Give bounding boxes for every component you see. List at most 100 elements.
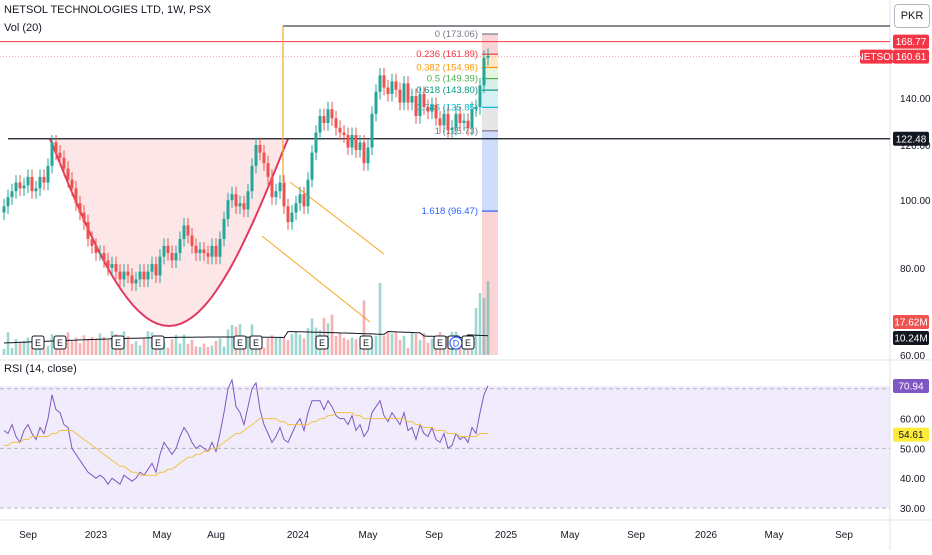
candle-body <box>118 271 122 280</box>
candle-body <box>454 113 458 128</box>
rsi-tick-label: 40.00 <box>900 474 925 485</box>
volume-bar <box>286 340 290 355</box>
candle-body <box>158 256 162 276</box>
candle-body <box>294 203 298 213</box>
earnings-marker-box <box>233 335 247 350</box>
earnings-marker-box <box>461 335 475 350</box>
candle-body <box>98 253 102 255</box>
volume-bar <box>482 298 486 355</box>
earnings-marker: E <box>465 338 471 348</box>
volume-bar <box>218 338 222 355</box>
candle-body <box>190 235 194 246</box>
volume-bar <box>374 335 378 355</box>
candle-body <box>110 264 114 268</box>
volume-bar <box>98 333 102 355</box>
volume-bar <box>382 335 386 355</box>
candle-body <box>318 116 322 133</box>
earnings-marker: E <box>253 338 259 348</box>
candle-body <box>154 264 158 276</box>
volume-bar <box>138 345 142 355</box>
candle-body <box>250 165 254 192</box>
candle-body <box>166 245 170 254</box>
volume-bar <box>394 332 398 355</box>
volume-bar <box>338 332 342 355</box>
candle-body <box>354 135 358 151</box>
volume-bar <box>342 337 346 355</box>
candle-body <box>266 163 270 177</box>
volume-bar <box>186 343 190 355</box>
volume-bar <box>58 345 62 355</box>
candle-body <box>290 212 294 223</box>
volume-bar <box>226 329 230 355</box>
volume-bar <box>358 347 362 355</box>
candle-body <box>378 75 382 92</box>
earnings-marker: E <box>319 338 325 348</box>
earnings-marker: E <box>237 338 243 348</box>
candle-body <box>62 157 66 169</box>
candle-body <box>474 107 478 110</box>
dividend-marker: D <box>453 339 460 349</box>
volume-bar <box>274 337 278 355</box>
volume-bar <box>74 337 78 355</box>
volume-bar <box>90 337 94 355</box>
volume-bar <box>50 334 54 355</box>
volume-bar <box>266 338 270 355</box>
volume-bar <box>278 336 282 355</box>
volume-bar <box>206 346 210 355</box>
fib-level-label: 0.786 (135.85) <box>416 102 478 113</box>
candle-body <box>134 279 138 284</box>
volume-bar <box>30 346 34 355</box>
earnings-marker: E <box>363 338 369 348</box>
volume-bar <box>42 348 46 355</box>
candle-body <box>34 188 38 192</box>
candle-body <box>94 245 98 254</box>
earnings-marker: E <box>35 338 41 348</box>
candle-body <box>26 176 30 186</box>
volume-ma-badge-bg <box>893 331 929 345</box>
candle-body <box>410 96 414 103</box>
volume-bar <box>294 331 298 355</box>
candle-body <box>442 113 446 126</box>
earnings-marker: E <box>155 338 161 348</box>
rsi-indicator-label[interactable]: RSI (14, close) <box>4 363 77 375</box>
candle-body <box>486 55 490 58</box>
volume-bar <box>414 333 418 355</box>
price-tick-label: 140.00 <box>900 94 931 105</box>
candle-body <box>54 142 58 153</box>
price-tick-label: 60.00 <box>900 351 925 362</box>
candle-body <box>222 218 226 239</box>
candle-body <box>230 194 234 201</box>
resistance-badge-bg <box>893 131 929 146</box>
volume-bar <box>142 338 146 355</box>
candle-body <box>10 191 14 198</box>
volume-bar <box>386 332 390 355</box>
candle-body <box>466 120 470 128</box>
time-tick-label: Sep <box>425 530 443 541</box>
candle-body <box>130 275 134 284</box>
candle-body <box>226 200 230 219</box>
candle-body <box>6 197 10 207</box>
resistance-badge: 122.48 <box>896 134 927 145</box>
candle-body <box>238 203 242 207</box>
candle-body <box>78 203 82 213</box>
candle-body <box>126 271 130 276</box>
earnings-marker: E <box>437 338 443 348</box>
candle-body <box>270 176 274 198</box>
volume-bar <box>158 344 162 355</box>
candle-body <box>86 222 90 239</box>
currency-button[interactable]: PKR <box>894 4 930 28</box>
volume-indicator-label[interactable]: Vol (20) <box>4 22 42 34</box>
symbol-badge: NETSOL <box>856 52 896 63</box>
rsi-band <box>0 386 890 508</box>
volume-bar <box>82 335 86 355</box>
candle-body <box>82 212 86 223</box>
volume-bar <box>410 332 414 355</box>
candle-body <box>182 225 186 239</box>
candle-body <box>302 194 306 207</box>
volume-bar <box>378 282 382 355</box>
channel-upper-line <box>289 181 385 255</box>
time-tick-label: May <box>359 530 378 541</box>
symbol-title: NETSOL TECHNOLOGIES LTD, 1W, PSX <box>4 4 212 16</box>
